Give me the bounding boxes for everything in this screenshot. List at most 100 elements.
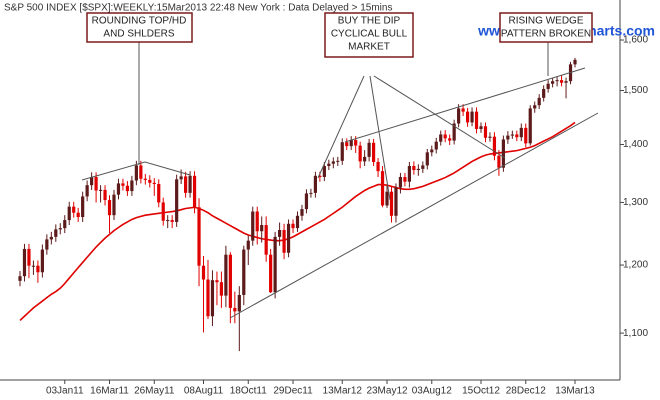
candle	[175, 174, 179, 227]
candle-body	[184, 176, 188, 193]
x-tick-label: 13Mar13	[555, 386, 595, 397]
candle	[157, 179, 161, 208]
candle-body	[90, 176, 94, 186]
candle-body	[376, 161, 380, 172]
candle-body	[380, 171, 385, 206]
candle-body	[371, 142, 376, 162]
candle	[327, 159, 331, 171]
annotation-text: BUY THE DIP	[338, 16, 401, 27]
candle	[345, 138, 349, 151]
candle	[98, 185, 103, 203]
candle	[260, 216, 264, 243]
candle	[85, 180, 89, 202]
candle-body	[286, 223, 291, 253]
x-tick-label: 03Aug12	[412, 386, 452, 397]
annotation-text: RISING WEDGE	[508, 16, 583, 27]
candle	[295, 211, 300, 232]
candle-body	[94, 176, 98, 191]
candle	[313, 171, 318, 198]
trend-lines	[81, 42, 599, 319]
candle-body	[322, 165, 326, 177]
candle-body	[394, 187, 398, 216]
annotation-text: ROUNDING TOP/HD	[92, 16, 187, 27]
candle	[551, 77, 555, 88]
candle	[542, 85, 546, 102]
candle	[269, 248, 273, 293]
annotation: RISING WEDGE PATTERN BROKEN	[499, 12, 593, 43]
candle-body	[27, 248, 31, 266]
candle-body	[116, 183, 121, 195]
candle-body	[134, 165, 138, 181]
candle-body	[130, 180, 134, 192]
candle	[425, 148, 429, 170]
annotation-text: AND SHLDERS	[103, 29, 174, 40]
candle	[322, 161, 326, 182]
candle-body	[143, 178, 147, 180]
candle	[555, 77, 559, 87]
y-tick-label: 1,500	[623, 85, 648, 96]
candle	[264, 216, 268, 262]
candle-body	[452, 123, 456, 141]
candle	[291, 219, 295, 234]
candle-body	[443, 134, 447, 139]
candle	[376, 157, 380, 177]
candle-body	[501, 139, 505, 168]
candle-body	[206, 279, 210, 317]
candle-body	[551, 81, 555, 84]
candle-body	[148, 179, 152, 183]
candle-body	[152, 182, 156, 185]
candle-body	[457, 108, 461, 124]
x-tick-label: 28Dec12	[506, 386, 546, 397]
candle	[304, 189, 309, 214]
candle	[492, 132, 497, 161]
candle-body	[157, 184, 161, 203]
candle-body	[345, 142, 349, 147]
candle	[309, 188, 313, 198]
candle	[537, 94, 541, 109]
rounding-top-line	[81, 161, 191, 181]
candle-body	[63, 220, 67, 229]
candle	[63, 215, 67, 234]
candle-body	[49, 236, 53, 240]
candle	[49, 231, 53, 245]
x-tick-label: 16Mar11	[90, 386, 129, 397]
candle	[340, 138, 344, 165]
chart-title: S&P 500 INDEX [$SPX]:WEEKLY:15Mar2013 22…	[4, 3, 392, 14]
candle	[242, 245, 246, 306]
candle-body	[31, 265, 36, 267]
candle-body	[385, 191, 389, 206]
annotation-text: PATTERN BROKEN	[501, 29, 591, 40]
candle-body	[398, 176, 403, 188]
candle	[412, 161, 416, 175]
candle-body	[309, 192, 313, 194]
candle-body	[228, 254, 232, 308]
candle-body	[269, 254, 273, 293]
candle	[130, 175, 134, 196]
candle-body	[363, 156, 367, 162]
x-tick-label: 15Oct12	[462, 386, 500, 397]
candle-body	[237, 294, 241, 312]
candle-body	[465, 111, 470, 123]
candle	[251, 206, 255, 246]
pointer-line	[373, 75, 506, 159]
candle	[215, 271, 219, 306]
candle-body	[555, 80, 559, 82]
candle-body	[515, 134, 519, 138]
candle-body	[192, 175, 197, 208]
candle	[246, 235, 250, 266]
candle-body	[304, 193, 309, 210]
x-tick-label: 08Aug11	[184, 386, 224, 397]
candle-body	[264, 225, 268, 255]
candle-body	[331, 161, 335, 164]
pointer-line	[317, 75, 365, 179]
candle	[389, 185, 394, 223]
wedge-lower-line	[229, 112, 599, 319]
candle-body	[412, 165, 416, 171]
moving-average	[19, 121, 576, 322]
candle	[286, 219, 291, 258]
candle	[488, 132, 492, 142]
candle	[470, 107, 474, 127]
candle	[170, 215, 174, 229]
candle-body	[434, 141, 438, 150]
candle	[206, 259, 210, 320]
